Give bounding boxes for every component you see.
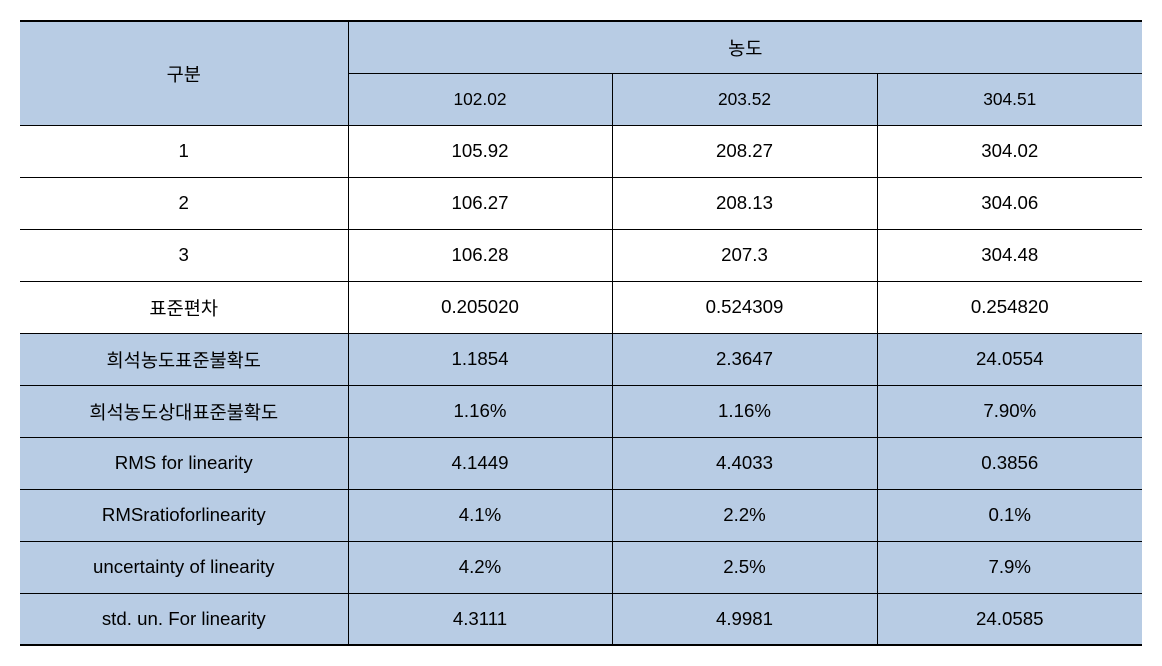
row-value: 1.16% [612,385,877,437]
row-label: std. un. For linearity [20,593,348,645]
table-row: uncertainty of linearity4.2%2.5%7.9% [20,541,1142,593]
data-table: 구분 농도 102.02 203.52 304.51 1105.92208.27… [20,20,1142,646]
row-label: RMS for linearity [20,437,348,489]
row-value: 1.1854 [348,333,612,385]
row-value: 106.28 [348,229,612,281]
row-value: 0.524309 [612,281,877,333]
table-row: 희석농도표준불확도1.18542.364724.0554 [20,333,1142,385]
row-value: 0.1% [877,489,1142,541]
row-label: 희석농도상대표준불확도 [20,385,348,437]
row-value: 105.92 [348,125,612,177]
header-conc-1: 203.52 [612,73,877,125]
row-value: 4.1449 [348,437,612,489]
row-value: 208.13 [612,177,877,229]
row-value: 1.16% [348,385,612,437]
row-label: 희석농도표준불확도 [20,333,348,385]
table-row: std. un. For linearity4.31114.998124.058… [20,593,1142,645]
row-label: 3 [20,229,348,281]
header-conc-2: 304.51 [877,73,1142,125]
header-conc-0: 102.02 [348,73,612,125]
row-value: 2.3647 [612,333,877,385]
row-value: 208.27 [612,125,877,177]
row-label: 표준편차 [20,281,348,333]
header-rowhead: 구분 [20,21,348,125]
row-value: 24.0554 [877,333,1142,385]
row-label: 1 [20,125,348,177]
table-row: 1105.92208.27304.02 [20,125,1142,177]
row-value: 304.02 [877,125,1142,177]
row-value: 4.4033 [612,437,877,489]
row-value: 4.2% [348,541,612,593]
table-row: RMSratioforlinearity4.1%2.2%0.1% [20,489,1142,541]
row-value: 106.27 [348,177,612,229]
table-row: RMS for linearity4.14494.40330.3856 [20,437,1142,489]
row-label: uncertainty of linearity [20,541,348,593]
row-value: 4.9981 [612,593,877,645]
row-value: 4.1% [348,489,612,541]
row-value: 24.0585 [877,593,1142,645]
row-value: 304.06 [877,177,1142,229]
table-row: 표준편차0.2050200.5243090.254820 [20,281,1142,333]
row-value: 2.5% [612,541,877,593]
header-row-1: 구분 농도 [20,21,1142,73]
table-row: 2106.27208.13304.06 [20,177,1142,229]
row-label: 2 [20,177,348,229]
row-label: RMSratioforlinearity [20,489,348,541]
row-value: 0.3856 [877,437,1142,489]
table-row: 3106.28207.3304.48 [20,229,1142,281]
row-value: 207.3 [612,229,877,281]
row-value: 304.48 [877,229,1142,281]
row-value: 2.2% [612,489,877,541]
row-value: 4.3111 [348,593,612,645]
table-body: 1105.92208.27304.022106.27208.13304.0631… [20,125,1142,645]
row-value: 0.254820 [877,281,1142,333]
table-row: 희석농도상대표준불확도1.16%1.16%7.90% [20,385,1142,437]
row-value: 7.9% [877,541,1142,593]
row-value: 7.90% [877,385,1142,437]
header-group-label: 농도 [348,21,1142,73]
row-value: 0.205020 [348,281,612,333]
